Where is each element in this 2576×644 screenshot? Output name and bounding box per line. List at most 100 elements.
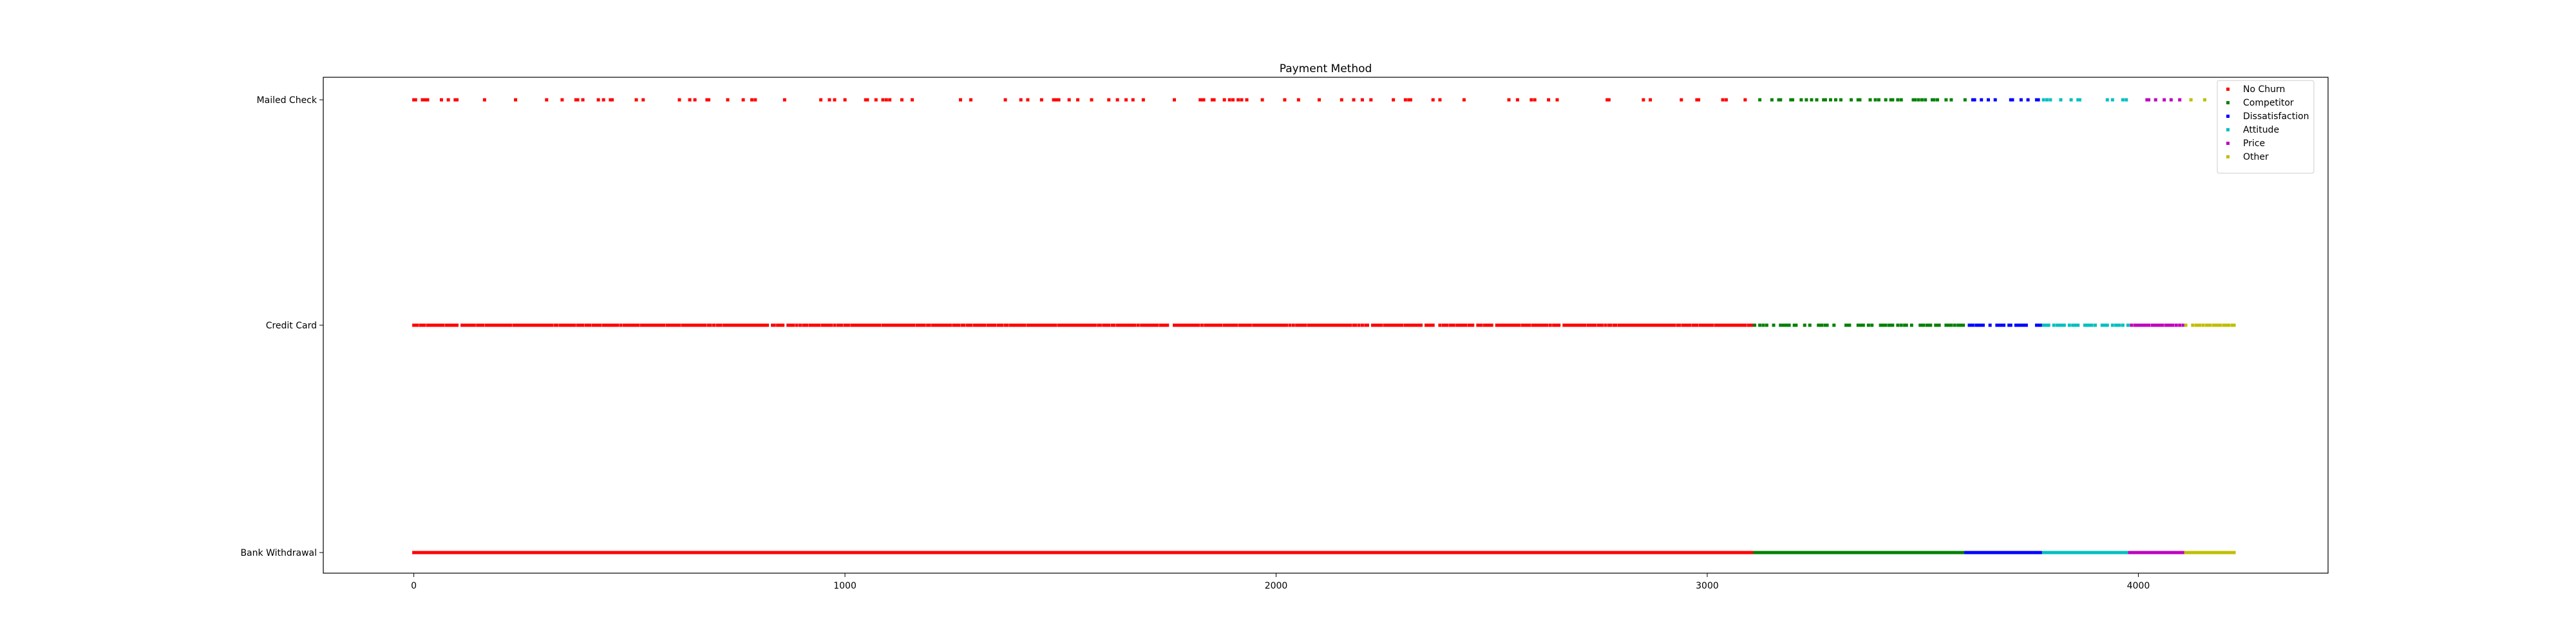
point-competitor [1953,551,1956,554]
point-no-churn [429,323,433,327]
point-no-churn [688,98,692,102]
point-no-churn [581,323,585,327]
point-competitor [1882,323,1886,327]
point-no-churn [607,323,611,327]
point-price [2178,98,2182,102]
point-dissatisfaction [1986,98,1990,102]
point-no-churn [1336,323,1340,327]
point-attitude [2093,323,2097,327]
point-competitor [1810,98,1814,102]
point-no-churn [1683,551,1687,554]
point-no-churn [1672,551,1676,554]
point-attitude [2090,551,2094,554]
point-no-churn [451,323,455,327]
point-no-churn [1076,323,1080,327]
point-no-churn [1186,323,1190,327]
point-no-churn [886,323,890,327]
point-no-churn [1567,323,1571,327]
point-attitude [2117,551,2121,554]
point-no-churn [1307,551,1311,554]
point-no-churn [1365,323,1369,327]
point-attitude [2100,551,2104,554]
point-no-churn [1054,98,1057,102]
point-no-churn [507,323,511,327]
point-no-churn [1693,323,1697,327]
point-no-churn [1336,551,1340,554]
point-no-churn [1548,551,1552,554]
point-no-churn [686,551,690,554]
point-no-churn [1354,551,1358,554]
point-no-churn [733,323,737,327]
point-no-churn [578,323,582,327]
point-no-churn [921,323,925,327]
point-no-churn [1740,551,1744,554]
point-competitor [1944,98,1948,102]
point-no-churn [1431,551,1435,554]
point-no-churn [896,551,900,554]
point-no-churn [1050,551,1054,554]
point-no-churn [784,551,788,554]
point-competitor [1753,323,1757,327]
point-no-churn [1553,323,1557,327]
point-no-churn [464,551,468,554]
point-no-churn [650,551,654,554]
point-competitor [1908,551,1912,554]
point-competitor [1796,551,1800,554]
point-no-churn [869,323,873,327]
legend-marker [2226,155,2230,158]
point-competitor [1953,323,1956,327]
point-other [2204,323,2208,327]
point-no-churn [469,551,473,554]
point-no-churn [441,323,445,327]
point-no-churn [1360,323,1364,327]
point-no-churn [779,323,783,327]
point-no-churn [836,323,840,327]
point-no-churn [1716,323,1719,327]
point-dissatisfaction [2016,323,2020,327]
point-no-churn [1604,551,1607,554]
point-no-churn [455,323,459,327]
point-attitude [2057,551,2061,554]
point-no-churn [1065,323,1069,327]
point-competitor [1844,323,1848,327]
point-no-churn [548,323,552,327]
point-no-churn [1604,323,1607,327]
point-no-churn [553,551,557,554]
point-no-churn [708,323,712,327]
point-no-churn [1692,323,1696,327]
point-no-churn [798,551,802,554]
point-no-churn [1312,323,1316,327]
point-dissatisfaction [2021,551,2025,554]
point-no-churn [741,551,745,554]
point-attitude [2110,98,2114,102]
point-competitor [1804,98,1808,102]
point-no-churn [1723,551,1727,554]
point-no-churn [1502,551,1506,554]
point-no-churn [1255,323,1259,327]
point-no-churn [1484,551,1488,554]
point-no-churn [1151,551,1155,554]
point-no-churn [614,551,618,554]
point-competitor [1848,551,1852,554]
point-no-churn [1621,323,1625,327]
point-no-churn [724,551,728,554]
point-dissatisfaction [2024,551,2028,554]
point-no-churn [482,98,486,102]
point-attitude [2078,551,2081,554]
point-no-churn [1557,323,1561,327]
point-no-churn [676,551,679,554]
point-dissatisfaction [2002,323,2006,327]
point-competitor [1927,323,1931,327]
point-no-churn [1119,551,1123,554]
point-competitor [1754,551,1758,554]
point-no-churn [1291,323,1295,327]
point-no-churn [1471,551,1475,554]
point-no-churn [1443,323,1447,327]
point-no-churn [1450,323,1454,327]
point-competitor [1792,323,1796,327]
point-attitude [2064,551,2068,554]
point-no-churn [622,323,626,327]
point-no-churn [1510,551,1514,554]
point-no-churn [527,323,531,327]
point-no-churn [1724,551,1728,554]
